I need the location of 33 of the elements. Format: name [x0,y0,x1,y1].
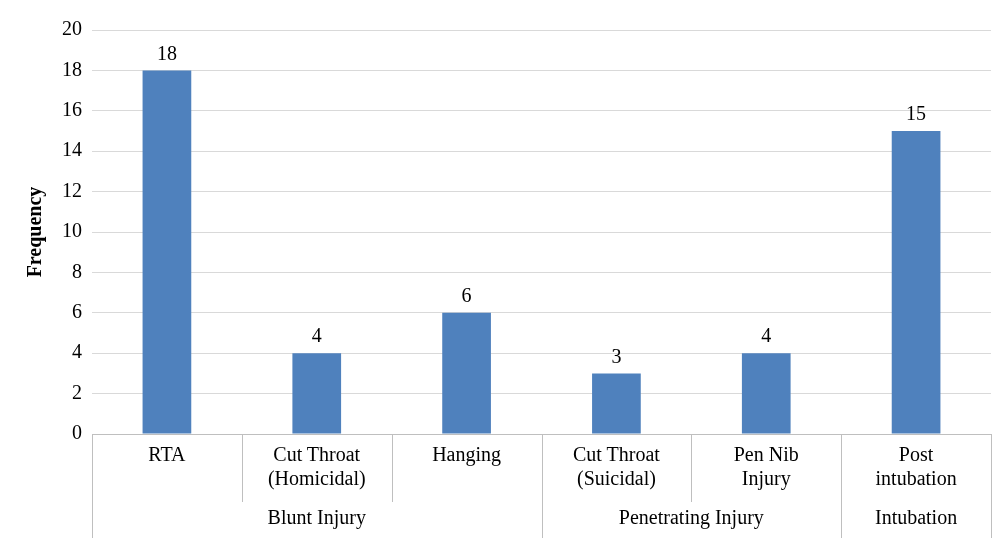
y-tick-label: 8 [72,259,82,282]
y-axis-title: Frequency [23,186,47,278]
y-tick-label: 14 [62,138,82,161]
y-tick-label: 16 [62,98,82,121]
text: Penetrating Injury [618,506,764,530]
y-tick-label: 4 [72,340,82,363]
x-tick-label: Post intubation [875,443,957,490]
bar [592,373,641,434]
text: Intubation [874,506,958,529]
bar [891,131,941,434]
y-tick-label: 6 [72,300,82,323]
data-label: 15 [906,102,927,125]
y-tick-label: 2 [72,380,82,403]
x-tick-label: Hanging [432,443,502,467]
x-tick-label: Cut Throat (Suicidal) [572,443,661,491]
bar [292,353,342,434]
y-tick-label: 12 [62,178,82,201]
y-tick-label: 0 [72,421,82,444]
x-tick-label: Cut Throat (Homicidal) [267,443,366,491]
x-tick-label: RTA [148,443,187,466]
bar [142,70,192,434]
data-label: 3 [611,344,622,367]
y-tick-label: 10 [62,219,82,242]
x-tick-label: Pen Nib Injury [733,443,799,491]
y-tick-label: 20 [62,17,82,40]
bar [442,312,491,434]
text: Blunt Injury [267,506,366,530]
data-label: 4 [761,324,772,347]
data-label: 4 [311,324,322,347]
bar [741,353,791,434]
data-label: 18 [156,41,177,64]
y-tick-label: 18 [62,57,82,80]
data-label: 6 [461,284,472,307]
